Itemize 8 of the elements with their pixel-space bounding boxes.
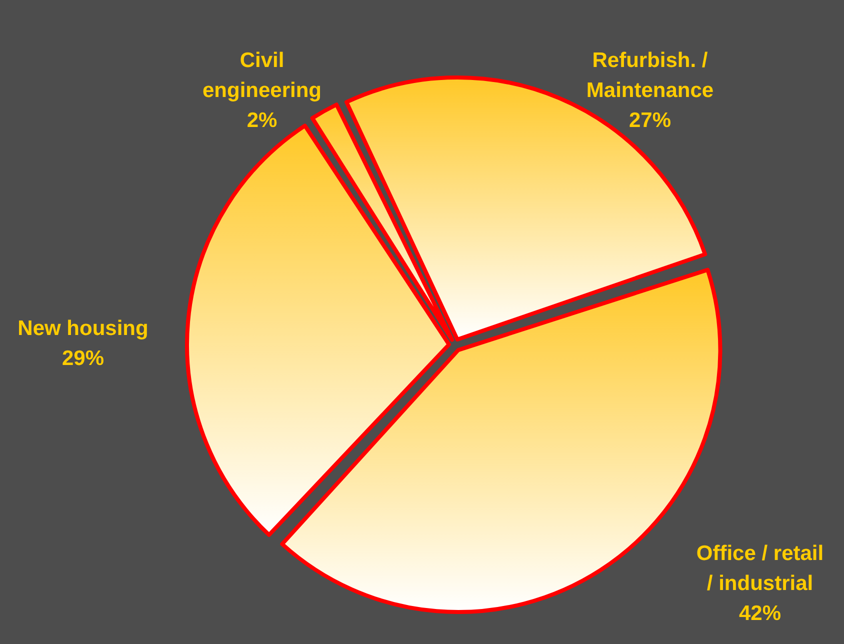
slice-label: Refurbish. / Maintenance <box>586 49 714 102</box>
data-label: 42% <box>738 602 782 625</box>
data-label: 29% <box>62 347 104 370</box>
data-label: 27% <box>628 109 672 132</box>
slice-label: Civil engineering <box>202 49 322 102</box>
slice-label: Office / retail / industrial <box>696 542 824 595</box>
data-label: 2% <box>246 109 278 132</box>
slice-label: New housing <box>18 317 148 340</box>
